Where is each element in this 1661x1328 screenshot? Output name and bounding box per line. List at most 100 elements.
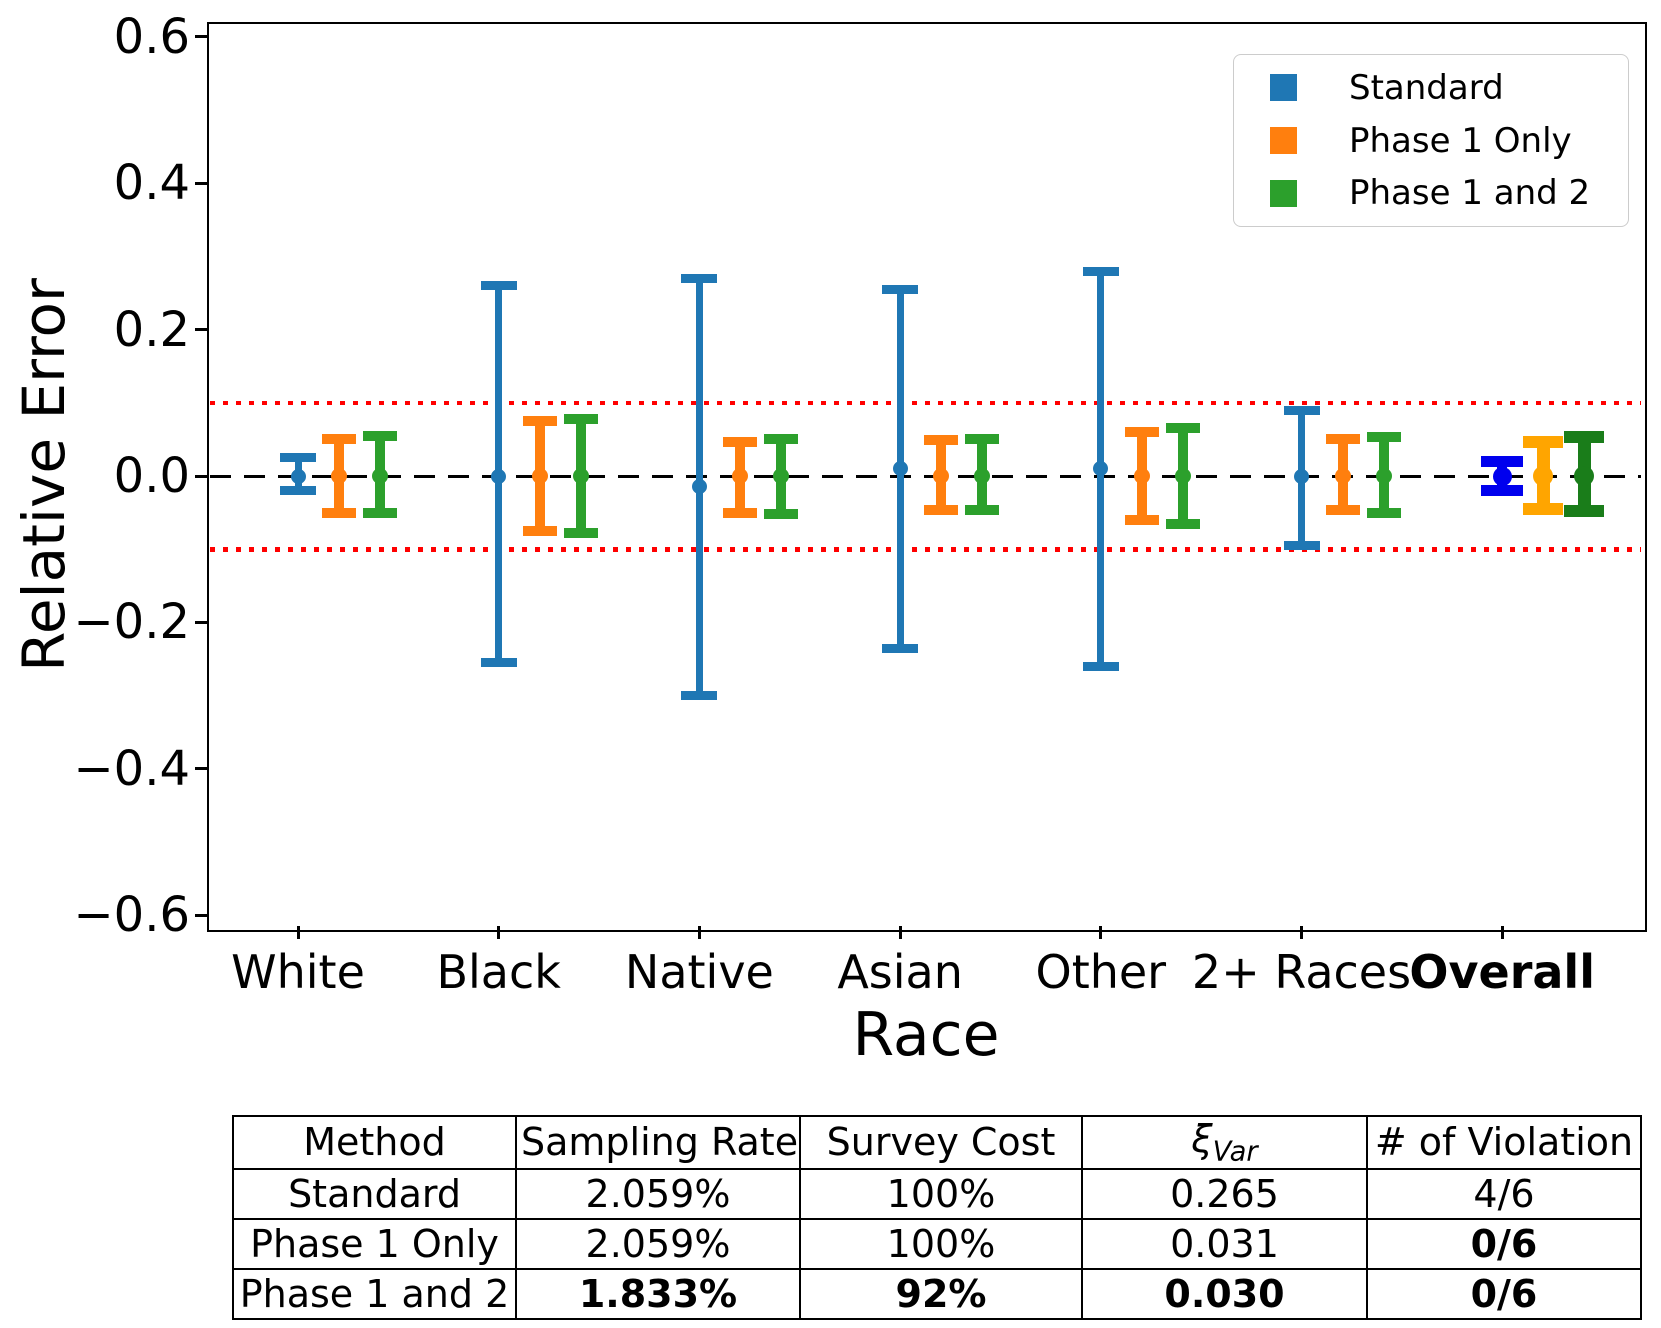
table-header-row: Method Sampling Rate Survey Cost ξVar # of V…: [232, 1115, 1642, 1170]
table-cell: 1.833%: [515, 1267, 801, 1320]
x-tick-label: Asian: [837, 944, 963, 999]
errorbar-cap-top: [882, 284, 919, 294]
legend-item-phase-1-and-2: Phase 1 and 2: [1234, 167, 1628, 219]
table-header-cell: # of Violation: [1366, 1115, 1642, 1170]
errorbar-center-marker: [892, 461, 908, 477]
x-tick-label: Native: [624, 944, 774, 999]
errorbar-center-marker: [1133, 468, 1150, 484]
y-axis-label: Relative Error: [10, 278, 78, 672]
x-tick-label: Other: [1035, 944, 1167, 999]
errorbar-cap-bottom: [522, 525, 557, 536]
errorbar-cap-bottom: [480, 658, 517, 668]
x-tick-label: Black: [436, 944, 561, 999]
y-tick-mark: [194, 181, 208, 185]
x-tick-mark: [1300, 925, 1303, 939]
errorbar-cap-bottom: [1165, 519, 1200, 530]
y-tick-label: 0.6: [113, 8, 190, 65]
y-tick-label: −0.6: [73, 887, 190, 944]
errorbar-center-marker: [1174, 468, 1191, 484]
y-tick-mark: [194, 35, 208, 39]
errorbar-cap-top: [723, 436, 758, 447]
errorbar-center-marker: [572, 468, 589, 484]
errorbar-cap-bottom: [1481, 485, 1524, 497]
table-cell: Standard: [232, 1167, 517, 1220]
y-tick-mark: [194, 913, 208, 917]
y-tick-mark: [194, 328, 208, 332]
errorbar-center-marker: [1533, 466, 1554, 486]
legend-item-standard: Standard: [1234, 62, 1628, 114]
y-tick-mark: [194, 474, 208, 478]
table-cell: Phase 1 Only: [232, 1217, 517, 1270]
y-tick-mark: [194, 620, 208, 624]
errorbar-cap-top: [1523, 435, 1564, 448]
y-tick-label: 0.0: [113, 448, 190, 504]
errorbar-cap-bottom: [764, 509, 799, 520]
errorbar-cap-top: [924, 435, 959, 446]
x-tick-label: 2+ Races: [1191, 944, 1412, 999]
errorbar-center-marker: [933, 468, 950, 484]
x-tick-label: White: [231, 944, 365, 999]
errorbar-cap-top: [280, 453, 316, 463]
lower-threshold-line: [209, 547, 1641, 552]
errorbar-center-marker: [1492, 466, 1512, 486]
errorbar-cap-top: [1082, 266, 1119, 276]
legend: Standard Phase 1 Only Phase 1 and 2: [1233, 54, 1629, 227]
table-header-cell: Survey Cost: [799, 1115, 1083, 1170]
table-row: Phase 1 Only 2.059% 100% 0.031 0/6: [232, 1217, 1642, 1270]
table-cell: 0.030: [1081, 1267, 1368, 1320]
errorbar-cap-top: [681, 273, 718, 283]
errorbar-cap-bottom: [1325, 504, 1360, 515]
errorbar-center-marker: [1093, 461, 1109, 477]
phase-1-and-2-swatch-icon: [1270, 179, 1297, 207]
errorbar-cap-top: [1564, 431, 1605, 444]
errorbar-cap-top: [480, 281, 517, 291]
errorbar-center-marker: [331, 468, 347, 484]
table-cell: 92%: [799, 1267, 1083, 1320]
table-cell: 0.031: [1081, 1217, 1368, 1270]
y-tick-mark: [194, 767, 208, 771]
errorbar-cap-top: [965, 433, 1000, 444]
errorbar-cap-top: [1481, 455, 1524, 467]
table-cell: 4/6: [1366, 1167, 1642, 1220]
x-tick-mark: [898, 925, 902, 939]
errorbar-cap-bottom: [1523, 502, 1564, 515]
y-tick-label: 0.2: [113, 301, 190, 358]
errorbar-cap-top: [1165, 423, 1200, 434]
errorbar-center-marker: [773, 468, 790, 484]
table-cell: 2.059%: [515, 1217, 801, 1270]
table-cell: 0/6: [1366, 1267, 1642, 1320]
errorbar-center-marker: [732, 468, 749, 484]
errorbar-cap-bottom: [280, 486, 316, 496]
errorbar-center-marker: [1294, 468, 1309, 484]
errorbar-center-marker: [1334, 468, 1351, 484]
errorbar-cap-bottom: [882, 643, 919, 653]
errorbar-center-marker: [1375, 468, 1392, 484]
errorbar-cap-bottom: [1124, 514, 1159, 525]
x-tick-label: Overall: [1409, 944, 1595, 999]
table-row: Standard 2.059% 100% 0.265 4/6: [232, 1167, 1642, 1220]
errorbar-cap-bottom: [965, 504, 1000, 515]
table-header-cell: Sampling Rate: [515, 1115, 801, 1170]
errorbar-center-marker: [491, 468, 507, 484]
x-tick-mark: [697, 925, 701, 939]
summary-table: Method Sampling Rate Survey Cost ξVar # of V…: [232, 1115, 1642, 1320]
errorbar-cap-bottom: [563, 528, 598, 539]
errorbar-center-marker: [372, 468, 388, 484]
y-tick-label: −0.2: [73, 594, 190, 651]
y-tick-label: −0.4: [73, 740, 190, 797]
upper-threshold-line: [209, 400, 1641, 406]
table-header-cell: ξVar: [1081, 1115, 1368, 1170]
errorbar-center-marker: [290, 468, 306, 484]
table-header-cell: Method: [232, 1115, 517, 1170]
errorbar-center-marker: [531, 468, 548, 484]
table-cell: 100%: [799, 1217, 1083, 1270]
errorbar-cap-bottom: [363, 507, 397, 518]
legend-label: Phase 1 and 2: [1349, 173, 1591, 214]
errorbar-cap-top: [363, 430, 397, 441]
plot-border: [207, 22, 1647, 932]
table-cell: 0/6: [1366, 1217, 1642, 1270]
x-tick-mark: [1500, 925, 1504, 939]
errorbar-cap-top: [1283, 405, 1320, 415]
